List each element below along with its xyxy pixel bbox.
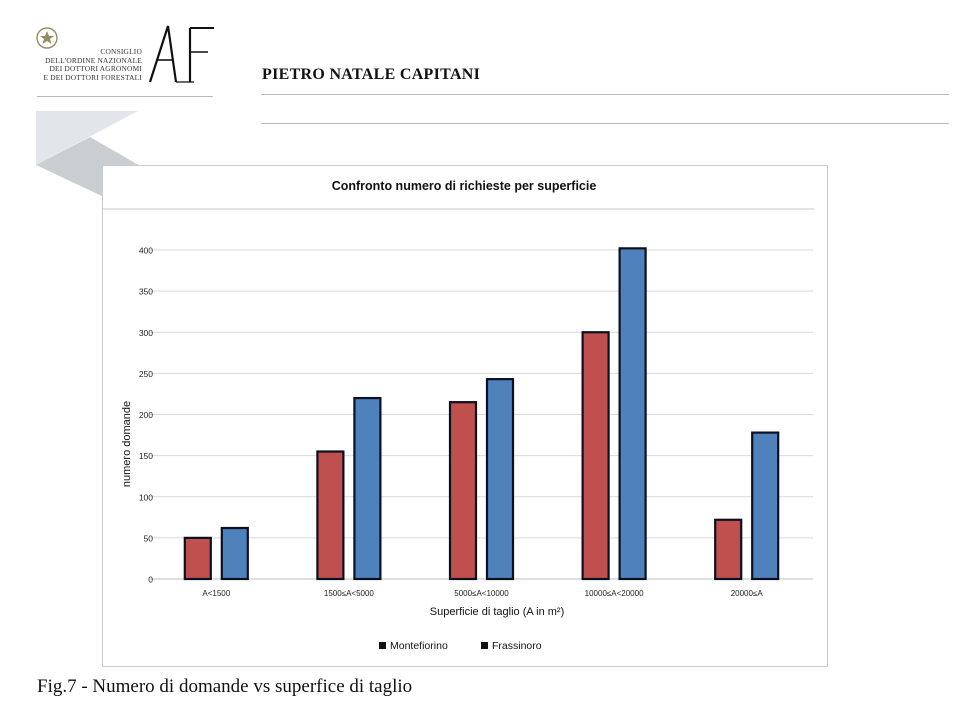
council-line: DEI DOTTORI AGRONOMI [49,64,142,74]
legend-label: Montefiorino [390,640,448,652]
y-tick-label: 150 [139,451,153,461]
y-tick-label: 100 [139,492,153,502]
bar-frassinoro-4 [751,431,780,581]
x-tick-label: 20000≤A [731,589,764,598]
y-tick-label: 300 [139,328,153,338]
bar-montefiorino-3 [581,331,610,581]
y-tick-label: 50 [144,533,154,543]
x-axis-label: Superficie di taglio (A in m²) [430,606,565,618]
council-line: DELL'ORDINE NAZIONALE [45,55,142,65]
bar-montefiorino-2 [448,401,478,581]
header-divider [261,94,949,95]
y-tick-label: 250 [139,369,153,379]
bar-montefiorino-1 [316,450,345,581]
bar-frassinoro-0 [220,526,249,581]
bar-frassinoro-2 [485,378,515,581]
y-tick-label: 200 [139,410,153,420]
y-tick-label: 0 [148,575,153,585]
council-line: E DEI DOTTORI FORESTALI [43,72,142,82]
council-name: CONSIGLIO DELL'ORDINE NAZIONALE DEI DOTT… [38,47,142,82]
y-axis-label: numero domande [121,401,133,487]
bar-montefiorino-4 [714,518,743,581]
figure-caption: Fig.7 - Numero di domande vs superfice d… [37,676,413,697]
bar-chart: Confronto numero di richieste per superf… [102,179,814,652]
af-logo [148,25,214,83]
x-tick-label: 1500≤A<5000 [324,589,375,598]
y-tick-label: 400 [139,246,153,256]
legend-label: Frassinoro [492,640,542,652]
legend-swatch [379,642,386,649]
x-tick-label: A<1500 [202,589,230,598]
council-line: CONSIGLIO [100,47,142,56]
legend: Montefiorino Frassinoro [379,640,542,652]
bar-montefiorino-0 [183,536,212,581]
y-tick-label: 350 [139,287,153,297]
x-tick-label: 10000≤A<20000 [585,589,644,598]
legend-swatch [481,642,488,649]
deco-light-shape [36,111,138,165]
x-tick-label: 5000≤A<10000 [454,589,509,598]
author-name: PIETRO NATALE CAPITANI [262,66,481,83]
header-divider [261,123,949,124]
bar-frassinoro-3 [618,247,647,581]
chart-title: Confronto numero di richieste per superf… [332,179,597,193]
republic-emblem-icon [36,27,58,49]
bar-frassinoro-1 [353,396,382,581]
logo-divider [37,96,213,97]
